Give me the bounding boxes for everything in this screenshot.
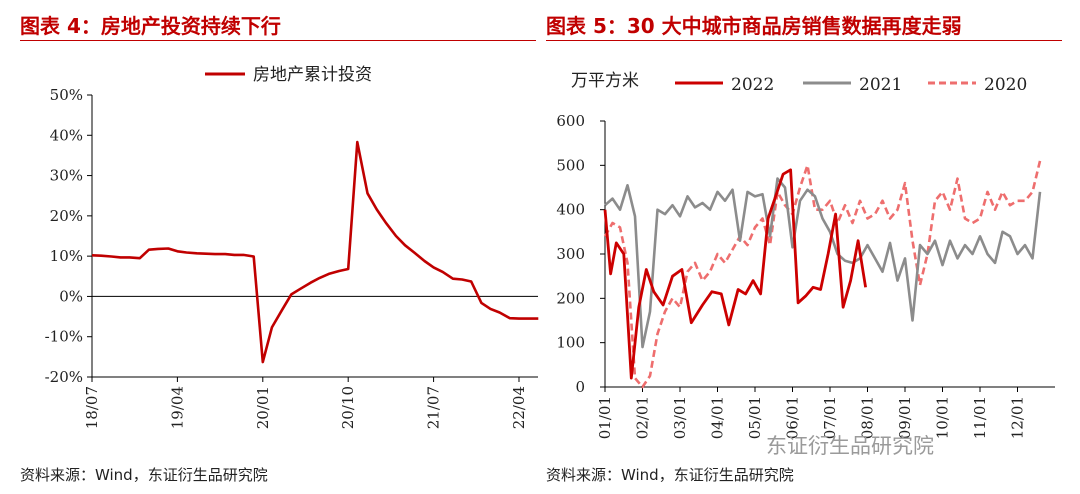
right-x-tick-label: 06/01 — [784, 396, 802, 439]
left-x-tick-label: 21/07 — [425, 386, 443, 429]
right-x-tick-label: 02/01 — [634, 396, 652, 439]
right-source-note: 资料来源：Wind，东证衍生品研究院 — [546, 466, 794, 484]
right-y-tick-label: 600 — [556, 112, 585, 130]
left-y-tick-label: -10% — [45, 328, 83, 346]
right-x-tick-label: 11/01 — [971, 396, 989, 439]
left-x-tick-label: 19/04 — [168, 386, 186, 429]
right-y-tick-label: 200 — [556, 289, 585, 307]
right-y-tick-label: 400 — [556, 201, 585, 219]
right-legend-label: 2020 — [984, 75, 1027, 95]
left-y-tick-label: 50% — [50, 86, 83, 104]
right-x-tick-label: 07/01 — [821, 396, 839, 439]
right-series-line-2021 — [604, 177, 1042, 349]
right-legend-label: 2021 — [859, 75, 902, 95]
right-title-rule — [546, 40, 1062, 41]
left-x-tick-label: 20/01 — [254, 386, 272, 429]
left-title-rule — [20, 40, 536, 41]
left-legend-label: 房地产累计投资 — [253, 65, 372, 85]
left-y-tick-label: 20% — [50, 207, 83, 225]
right-y-tick-label: 300 — [556, 245, 585, 263]
right-x-tick-label: 12/01 — [1009, 396, 1027, 439]
right-y-tick-label: 0 — [575, 378, 585, 396]
left-x-tick-label: 18/07 — [83, 386, 101, 429]
left-source-note: 资料来源：Wind，东证衍生品研究院 — [20, 466, 268, 484]
left-figure-title: 图表 4：房地产投资持续下行 — [20, 14, 281, 38]
right-figure-title: 图表 5：30 大中城市商品房销售数据再度走弱 — [546, 14, 962, 38]
left-chart: -20% -10% 0% 10% 20% 30% 40% 50% 18/07 19/04 20/01… — [45, 65, 539, 429]
left-y-tick-label: 40% — [50, 126, 83, 144]
right-y-tick-label: 500 — [556, 156, 585, 174]
right-legend-label: 2022 — [731, 75, 774, 95]
watermark: 东证衍生品研究院 — [766, 434, 934, 458]
right-x-tick-label: 05/01 — [746, 396, 764, 439]
right-series-line-2022 — [603, 168, 867, 380]
right-x-tick-label: 04/01 — [709, 396, 727, 439]
right-x-tick-label: 08/01 — [859, 396, 877, 439]
right-y-unit-label: 万平方米 — [571, 71, 639, 91]
right-chart: 0 100 200 300 400 500 600 01/01 02/01 03/01 04/01 0… — [556, 71, 1055, 439]
left-x-tick-label: 20/10 — [339, 386, 357, 429]
right-x-tick-label: 10/01 — [934, 396, 952, 439]
right-y-tick-label: 100 — [556, 334, 585, 352]
left-y-tick-label: -20% — [45, 368, 83, 386]
left-y-tick-label: 0% — [59, 287, 83, 305]
right-series-line-2020 — [603, 160, 1042, 389]
left-y-tick-label: 10% — [50, 247, 83, 265]
right-x-tick-label: 01/01 — [596, 396, 614, 439]
left-series-line — [91, 140, 539, 364]
left-y-tick-label: 30% — [50, 167, 83, 185]
left-x-tick-label: 22/04 — [510, 386, 528, 429]
right-x-tick-label: 03/01 — [671, 396, 689, 439]
right-x-tick-label: 09/01 — [896, 396, 914, 439]
